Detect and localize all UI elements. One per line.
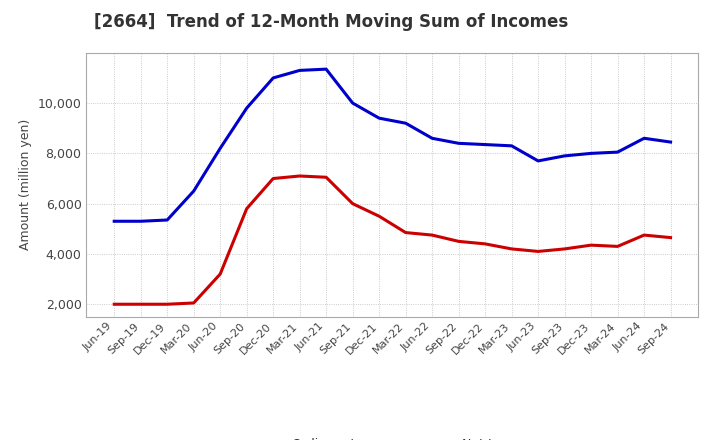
Net Income <box>269 176 277 181</box>
Ordinary Income <box>189 188 198 194</box>
Line: Net Income: Net Income <box>114 176 670 304</box>
Net Income <box>481 241 490 246</box>
Net Income <box>613 244 622 249</box>
Y-axis label: Amount (million yen): Amount (million yen) <box>19 119 32 250</box>
Net Income <box>163 301 171 307</box>
Net Income <box>640 232 649 238</box>
Ordinary Income <box>454 141 463 146</box>
Ordinary Income <box>613 150 622 155</box>
Net Income <box>348 201 357 206</box>
Net Income <box>243 206 251 211</box>
Ordinary Income <box>110 219 119 224</box>
Net Income <box>216 271 225 277</box>
Net Income <box>454 239 463 244</box>
Ordinary Income <box>508 143 516 148</box>
Ordinary Income <box>216 146 225 151</box>
Ordinary Income <box>428 136 436 141</box>
Ordinary Income <box>640 136 649 141</box>
Text: [2664]  Trend of 12-Month Moving Sum of Incomes: [2664] Trend of 12-Month Moving Sum of I… <box>94 13 568 31</box>
Ordinary Income <box>163 217 171 223</box>
Net Income <box>110 301 119 307</box>
Ordinary Income <box>269 75 277 81</box>
Ordinary Income <box>534 158 542 164</box>
Ordinary Income <box>295 68 304 73</box>
Ordinary Income <box>401 121 410 126</box>
Ordinary Income <box>375 116 384 121</box>
Ordinary Income <box>322 66 330 72</box>
Net Income <box>136 301 145 307</box>
Line: Ordinary Income: Ordinary Income <box>114 69 670 221</box>
Ordinary Income <box>243 106 251 111</box>
Net Income <box>560 246 569 252</box>
Net Income <box>428 232 436 238</box>
Ordinary Income <box>136 219 145 224</box>
Net Income <box>295 173 304 179</box>
Net Income <box>189 301 198 306</box>
Ordinary Income <box>587 151 595 156</box>
Ordinary Income <box>348 100 357 106</box>
Ordinary Income <box>666 139 675 145</box>
Net Income <box>666 235 675 240</box>
Net Income <box>401 230 410 235</box>
Net Income <box>322 175 330 180</box>
Ordinary Income <box>481 142 490 147</box>
Net Income <box>587 242 595 248</box>
Legend: Ordinary Income, Net Income: Ordinary Income, Net Income <box>246 433 539 440</box>
Net Income <box>534 249 542 254</box>
Net Income <box>508 246 516 252</box>
Net Income <box>375 213 384 219</box>
Ordinary Income <box>560 153 569 158</box>
